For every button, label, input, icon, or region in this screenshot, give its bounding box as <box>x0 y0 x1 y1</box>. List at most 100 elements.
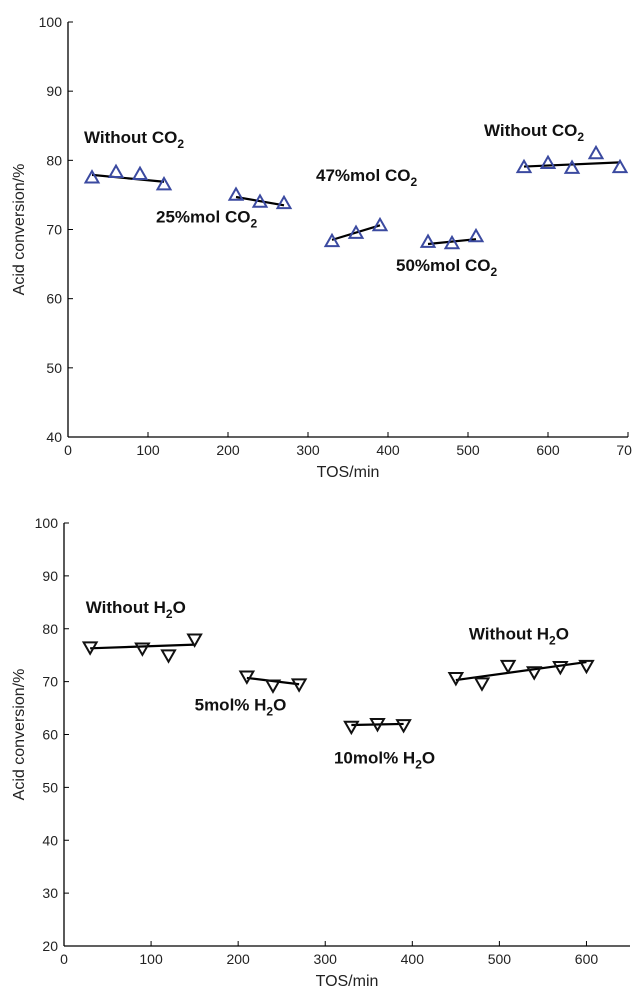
x-tick-label: 200 <box>226 951 250 967</box>
y-tick-label: 90 <box>42 568 58 584</box>
y-tick-label: 80 <box>46 152 62 168</box>
data-point <box>107 163 125 178</box>
x-tick-label: 700 <box>616 442 632 458</box>
y-tick-label: 50 <box>42 779 58 795</box>
data-point <box>578 659 595 675</box>
data-point <box>238 670 256 685</box>
annotation-text: Without CO <box>484 121 577 140</box>
series-annotation: 25%mol CO2 <box>156 208 257 231</box>
annotation-subscript: 2 <box>490 265 497 279</box>
annotation-subscript: 2 <box>410 175 417 189</box>
data-point <box>611 158 629 174</box>
data-point <box>525 666 543 681</box>
y-tick-label: 60 <box>46 291 62 307</box>
y-tick-label: 70 <box>42 674 58 690</box>
chart-co2: 40 50 60 70 80 90 100 0 100 200 300 400 500 600 700 TOS… <box>11 14 632 481</box>
data-point <box>343 720 360 736</box>
data-point <box>369 718 386 733</box>
y-axis-title: Acid conversion/% <box>11 164 28 296</box>
x-tick-label: 100 <box>136 442 160 458</box>
data-point <box>227 186 245 201</box>
series-annotation: Without CO2 <box>84 128 184 151</box>
y-tick-label: 100 <box>35 515 59 531</box>
x-axis-title: TOS/min <box>317 464 380 481</box>
y-tick-label: 70 <box>46 222 62 238</box>
series-annotation: 5mol% H2O <box>195 696 287 719</box>
data-point <box>443 234 461 250</box>
data-point <box>395 719 412 734</box>
series-annotation: 47%mol CO2 <box>316 166 417 189</box>
y-tick-label: 20 <box>42 938 58 954</box>
series-annotation: Without H2O <box>86 598 186 621</box>
annotation-text: 25%mol CO <box>156 208 250 227</box>
data-point <box>563 159 581 174</box>
data-point <box>186 633 203 648</box>
series-annotation: 50%mol CO2 <box>396 256 497 279</box>
x-tick-label: 400 <box>376 442 400 458</box>
x-tick-label: 400 <box>401 951 425 967</box>
annotation-text: 10mol% H <box>334 749 415 768</box>
annotation-subscript: 2 <box>415 758 422 772</box>
data-point <box>155 176 173 191</box>
annotation-text: Without H <box>469 624 549 643</box>
fit-line <box>351 722 404 727</box>
data-point <box>83 169 101 184</box>
series-annotation: Without H2O <box>469 624 569 647</box>
fit-line <box>427 238 477 246</box>
data-point <box>539 154 557 169</box>
y-tick-label: 40 <box>46 429 62 445</box>
data-point <box>467 227 485 243</box>
y-axis-title: Acid conversion/% <box>11 669 28 801</box>
annotation-tail: O <box>556 624 569 643</box>
y-tick-label: 50 <box>46 360 62 376</box>
x-tick-label: 500 <box>488 951 512 967</box>
series-annotation: 10mol% H2O <box>334 749 435 772</box>
data-point <box>323 232 341 248</box>
x-tick-label: 0 <box>64 442 72 458</box>
chart-h2o: 20 30 40 50 60 70 80 90 100 0 100 200 300 400 500 600 TO… <box>11 515 630 990</box>
data-point <box>473 677 491 692</box>
x-tick-label: 0 <box>60 951 68 967</box>
data-point <box>347 224 365 239</box>
annotation-text: Without H <box>86 598 166 617</box>
annotation-subscript: 2 <box>250 217 257 231</box>
x-tick-label: 500 <box>456 442 480 458</box>
data-point <box>275 194 293 210</box>
fit-line <box>90 643 195 650</box>
data-point <box>499 659 517 675</box>
y-tick-label: 60 <box>42 727 58 743</box>
x-tick-label: 100 <box>139 951 163 967</box>
fit-line <box>331 224 381 241</box>
data-point <box>371 216 389 232</box>
annotation-subscript: 2 <box>177 137 184 151</box>
data-point <box>290 678 308 693</box>
x-tick-label: 300 <box>314 951 338 967</box>
data-point <box>587 144 605 160</box>
y-tick-label: 30 <box>42 885 58 901</box>
data-point <box>81 641 99 656</box>
annotation-subscript: 2 <box>577 130 584 144</box>
annotation-text: 50%mol CO <box>396 256 490 275</box>
fit-line <box>91 173 165 183</box>
x-tick-label: 600 <box>536 442 560 458</box>
x-tick-label: 600 <box>575 951 599 967</box>
y-tick-label: 80 <box>42 621 58 637</box>
annotation-tail: O <box>273 696 286 715</box>
x-tick-label: 200 <box>216 442 240 458</box>
series-annotation: Without CO2 <box>484 121 584 144</box>
annotation-text: 5mol% H <box>195 696 267 715</box>
data-point <box>134 642 151 657</box>
fit-line <box>235 195 285 207</box>
data-point <box>447 672 465 687</box>
annotation-subscript: 2 <box>549 633 556 647</box>
fit-line <box>523 161 621 168</box>
y-tick-label: 90 <box>46 83 62 99</box>
data-point <box>131 165 149 181</box>
annotation-subscript: 2 <box>166 607 173 621</box>
data-point <box>552 660 569 676</box>
x-axis-title: TOS/min <box>316 973 379 990</box>
data-point <box>419 233 437 248</box>
y-tick-label: 40 <box>42 832 58 848</box>
x-tick-label: 300 <box>296 442 320 458</box>
data-point <box>515 158 533 174</box>
